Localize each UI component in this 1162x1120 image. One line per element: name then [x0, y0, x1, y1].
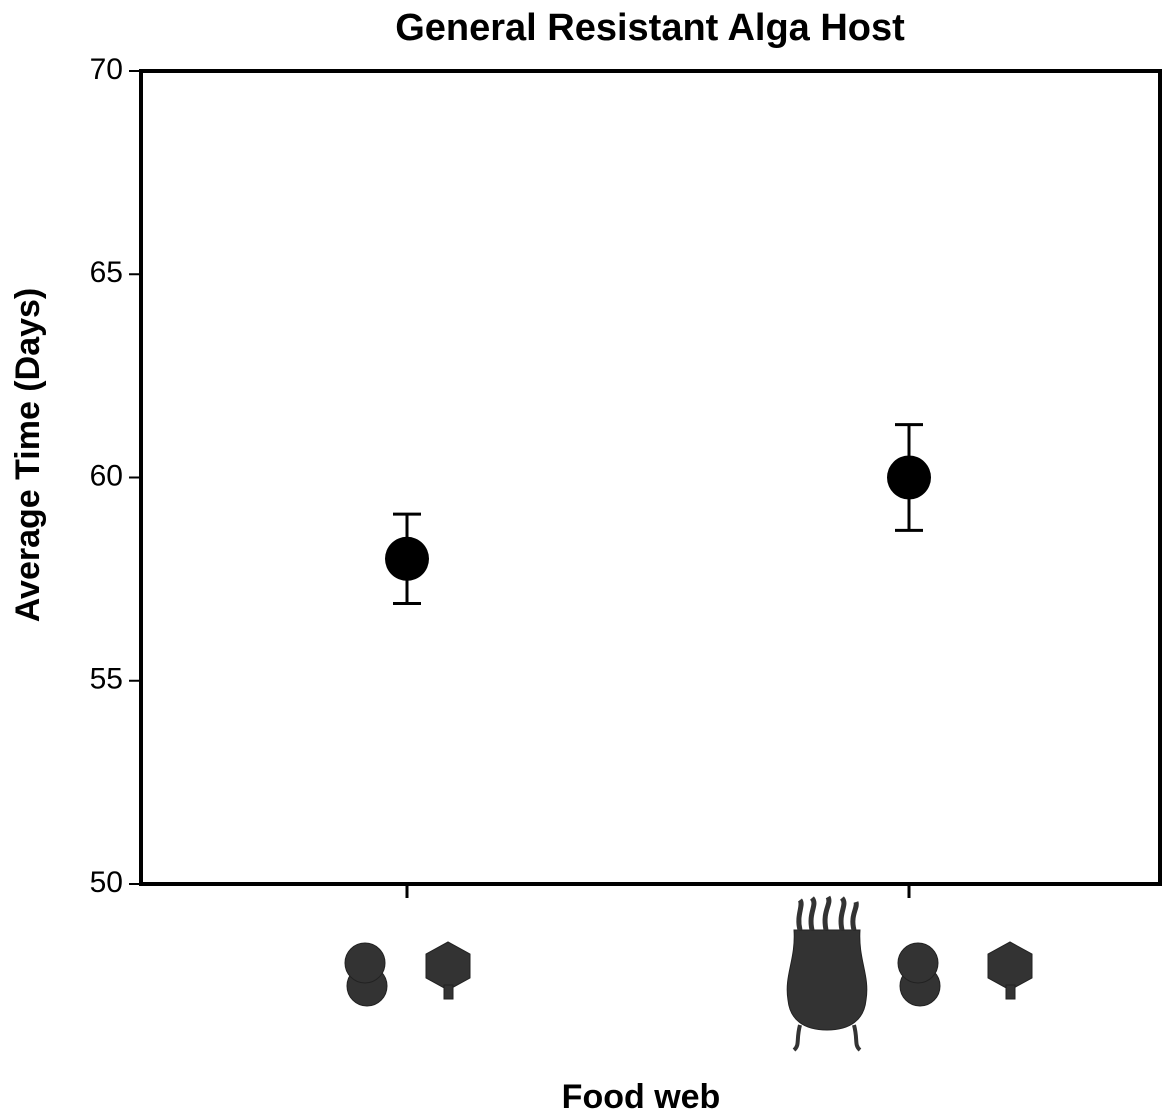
point: [385, 536, 429, 581]
y-tick-label: 65: [90, 256, 123, 289]
plot-frame: [139, 69, 1162, 886]
y-tick-label: 70: [90, 53, 123, 86]
point: [887, 455, 931, 500]
y-tick-label: 55: [90, 663, 123, 696]
y-axis-label: Average Time (Days): [9, 288, 47, 623]
y-tick-label: 50: [90, 866, 123, 899]
y-tick-label: 60: [90, 459, 123, 492]
x-axis-label: Food web: [562, 1078, 721, 1116]
chart-title: General Resistant Alga Host: [395, 7, 905, 49]
food-web-icons: [344, 895, 1033, 1052]
